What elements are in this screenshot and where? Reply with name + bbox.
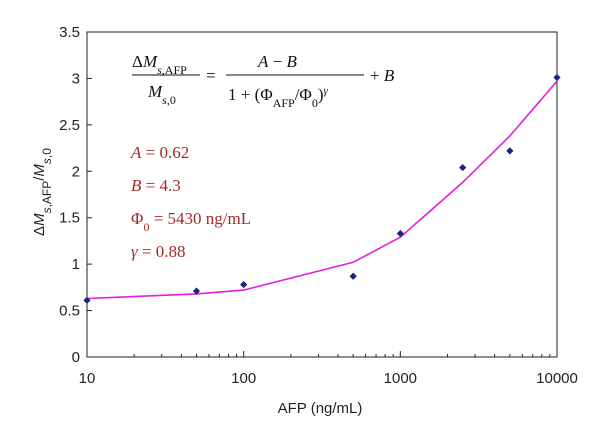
ticks: 0 0.5 1 1.5 2 2.5 3 3.5 10 100 1000 10000 xyxy=(59,24,578,387)
x-tick-label: 10000 xyxy=(536,370,578,387)
y-tick-label: 0.5 xyxy=(59,303,80,320)
data-point xyxy=(349,272,357,280)
svg-text:1 + (ΦAFP/Φ0)γ: 1 + (ΦAFP/Φ0)γ xyxy=(228,85,329,110)
data-point xyxy=(396,229,404,238)
data-point xyxy=(553,73,561,82)
x-tick-label: 1000 xyxy=(384,370,417,387)
plot-frame xyxy=(86,31,558,358)
y-tick-label: 3 xyxy=(72,70,80,87)
param-phi0: Φ0 = 5430 ng/mL xyxy=(131,209,251,234)
data-point xyxy=(459,163,467,172)
y-tick-label: 1.5 xyxy=(59,210,80,227)
y-tick-label: 3.5 xyxy=(59,24,80,41)
y-tick-label: 2.5 xyxy=(59,117,80,134)
y-tick-label: 2 xyxy=(72,163,80,180)
fit-curve xyxy=(86,80,558,300)
svg-text:ΔMs,AFP: ΔMs,AFP xyxy=(132,52,187,77)
x-tick-label: 100 xyxy=(231,370,256,387)
param-b: B = 4.3 xyxy=(131,176,181,195)
data-point xyxy=(506,147,514,155)
y-tick-label: 0 xyxy=(72,349,80,366)
fit-equation: ΔMs,AFP Ms,0 = A − B 1 + (ΦAFP/Φ0)γ + B xyxy=(132,52,395,110)
data-point xyxy=(240,280,248,289)
svg-text:+ B: + B xyxy=(370,66,395,85)
axes xyxy=(86,31,558,358)
data-points xyxy=(83,73,561,304)
fit-line xyxy=(86,80,558,300)
svg-text:ΔMs,AFP/Ms,0: ΔMs,AFP/Ms,0 xyxy=(31,148,54,236)
svg-text:Ms,0: Ms,0 xyxy=(147,82,176,107)
param-gamma: γ = 0.88 xyxy=(131,242,186,261)
y-axis-title: ΔMs,AFP/Ms,0 xyxy=(31,148,54,236)
data-point xyxy=(192,287,201,295)
data-point xyxy=(83,296,91,304)
svg-text:=: = xyxy=(206,66,216,85)
fit-parameters: A = 0.62 B = 4.3 Φ0 = 5430 ng/mL γ = 0.8… xyxy=(130,143,251,261)
svg-text:A − B: A − B xyxy=(257,52,297,71)
y-tick-label: 1 xyxy=(72,256,80,273)
param-a: A = 0.62 xyxy=(130,143,189,162)
x-tick-label: 10 xyxy=(79,370,96,387)
x-axis-title: AFP (ng/mL) xyxy=(278,400,363,417)
